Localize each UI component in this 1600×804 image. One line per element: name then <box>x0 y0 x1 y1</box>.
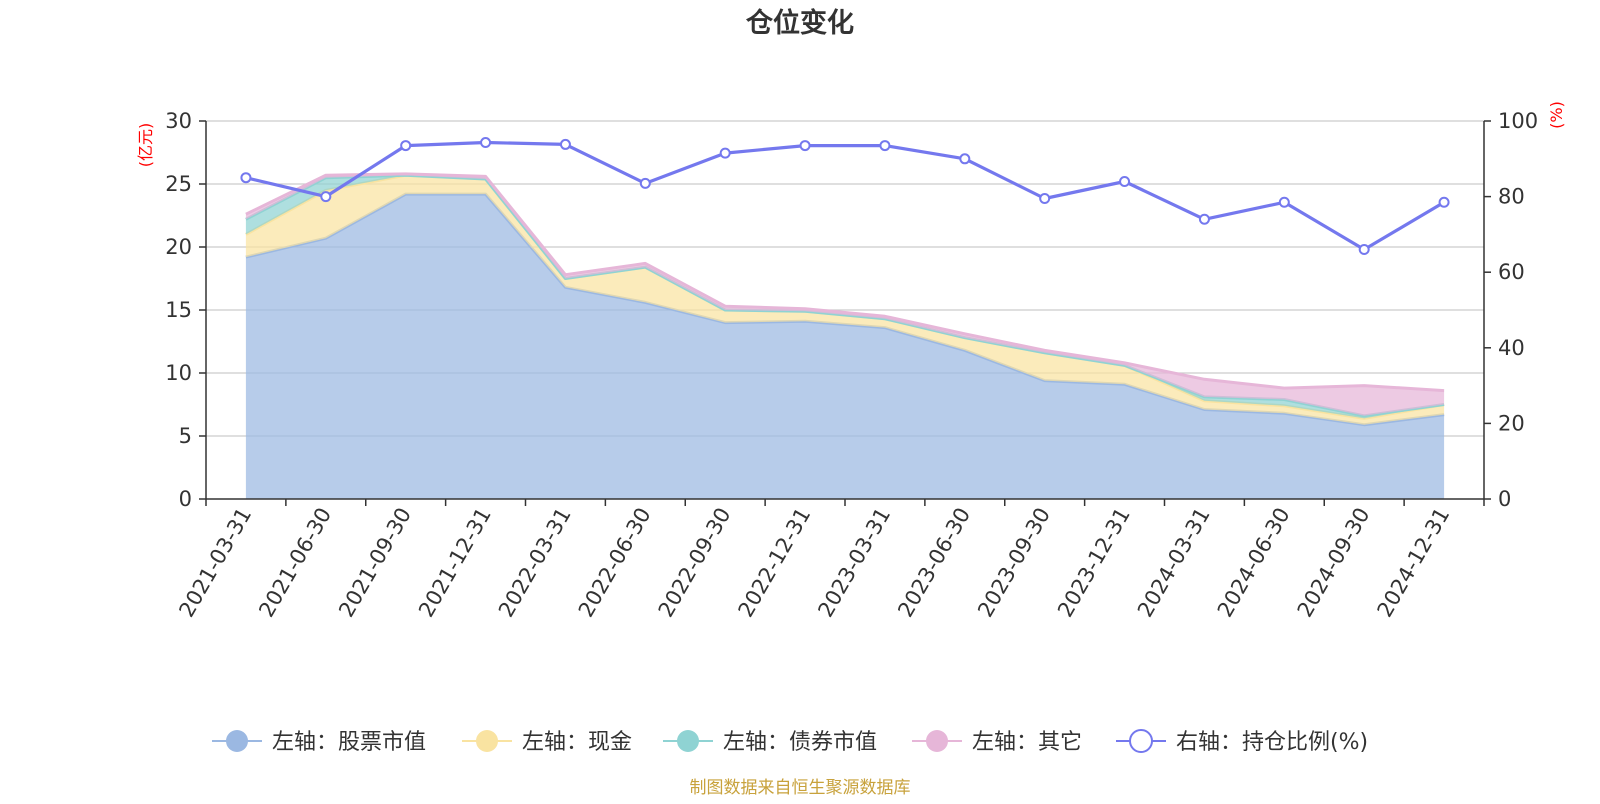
left-tick-label: 30 <box>165 109 192 133</box>
ratio-point <box>639 177 651 189</box>
x-tick-label: 2021-09-30 <box>334 504 416 622</box>
legend-marker-icon <box>226 730 248 752</box>
ratio-point <box>240 172 252 184</box>
x-tick-label: 2022-09-30 <box>654 504 736 622</box>
legend-label: 左轴：股票市值 <box>272 730 426 755</box>
legend-item: 左轴：其它 <box>912 730 1082 755</box>
area-edge-series-4 <box>245 172 1445 393</box>
x-tick-label: 2024-12-31 <box>1373 504 1455 622</box>
ratio-point <box>959 153 971 165</box>
x-tick-label: 2023-12-31 <box>1053 504 1135 622</box>
x-tick-label: 2021-03-31 <box>174 504 256 622</box>
legend: 左轴：股票市值 左轴：现金 左轴：债券市值 左轴：其它 右轴：持仓比例(%) <box>212 729 1368 755</box>
ratio-point <box>1438 196 1450 208</box>
ratio-point <box>480 137 492 149</box>
legend-marker-icon <box>677 730 699 752</box>
ratio-point <box>559 138 571 150</box>
right-axis-unit: (%) <box>1547 101 1566 129</box>
x-tick-label: 2022-06-30 <box>574 504 656 622</box>
legend-label: 左轴：其它 <box>972 730 1082 755</box>
x-tick-label: 2022-12-31 <box>734 504 816 622</box>
ratio-point <box>1119 175 1131 187</box>
x-tick-label: 2024-09-30 <box>1293 504 1375 622</box>
ratio-line-layer <box>240 137 1450 256</box>
legend-item: 左轴：股票市值 <box>212 730 426 755</box>
chart-title: 仓位变化 <box>745 7 854 39</box>
area-series-4 <box>245 173 1445 416</box>
x-tick-label: 2021-12-31 <box>414 504 496 622</box>
area-series-1 <box>245 194 1445 499</box>
ratio-point <box>719 147 731 159</box>
legend-item: 左轴：债券市值 <box>663 730 877 755</box>
right-tick-label: 100 <box>1498 109 1538 133</box>
left-tick-label: 0 <box>179 487 192 511</box>
left-tick-label: 5 <box>179 424 192 448</box>
x-tick-label: 2024-06-30 <box>1213 504 1295 622</box>
stacked-areas <box>245 172 1445 499</box>
left-axis-unit: (亿元) <box>136 123 155 168</box>
x-tick-label: 2021-06-30 <box>254 504 336 622</box>
left-tick-label: 20 <box>165 235 192 259</box>
ratio-point <box>879 140 891 152</box>
right-tick-label: 20 <box>1498 411 1525 435</box>
x-tick-label: 2024-03-31 <box>1133 504 1215 622</box>
legend-marker-icon <box>1129 729 1153 753</box>
right-tick-label: 60 <box>1498 260 1525 284</box>
legend-label: 左轴：债券市值 <box>723 730 877 755</box>
legend-item: 左轴：现金 <box>462 730 632 755</box>
ratio-point <box>400 140 412 152</box>
x-tick-label: 2022-03-31 <box>494 504 576 622</box>
left-tick-label: 10 <box>165 361 192 385</box>
x-tick-label: 2023-09-30 <box>973 504 1055 622</box>
ratio-point <box>799 140 811 152</box>
ratio-line <box>245 140 1445 252</box>
right-tick-label: 40 <box>1498 336 1525 360</box>
left-tick-label: 15 <box>165 298 192 322</box>
ratio-point <box>320 191 332 203</box>
legend-item: 右轴：持仓比例(%) <box>1116 729 1368 755</box>
ratio-point <box>1039 192 1051 204</box>
x-tick-label: 2023-03-31 <box>813 504 895 622</box>
x-tick-label: 2023-06-30 <box>893 504 975 622</box>
legend-label: 右轴：持仓比例(%) <box>1176 730 1368 755</box>
ratio-point <box>1358 244 1370 256</box>
ratio-point <box>1278 196 1290 208</box>
legend-label: 左轴：现金 <box>522 730 632 755</box>
ratio-point <box>1198 213 1210 225</box>
source-note: 制图数据来自恒生聚源数据库 <box>690 778 911 798</box>
left-tick-label: 25 <box>165 172 192 196</box>
area-series-2 <box>245 175 1445 425</box>
right-tick-label: 0 <box>1498 487 1511 511</box>
legend-marker-icon <box>926 730 948 752</box>
right-tick-label: 80 <box>1498 185 1525 209</box>
legend-marker-icon <box>476 730 498 752</box>
